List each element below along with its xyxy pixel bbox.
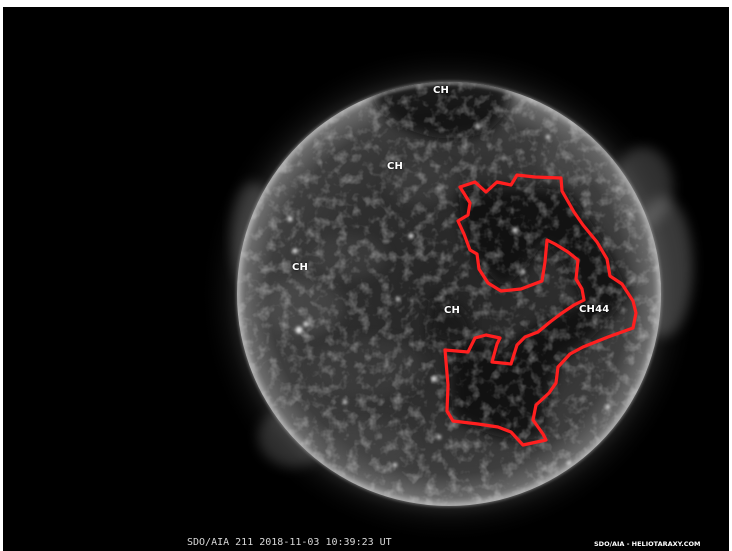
solar-image-frame: CH CH CH CH CH44 SDO/AIA 211 2018-11-03 … [3,7,729,551]
ch-label-north: CH [433,85,450,96]
disk-surface-texture [237,82,661,506]
ch44-boundary-outline [443,173,638,447]
ch-label-west: CH [292,262,309,273]
ch-label-center: CH [444,305,461,316]
observation-caption: SDO/AIA 211 2018-11-03 10:39:23 UT [187,537,392,548]
image-credit: SDO/AIA - HELIOTARAXY.COM [594,540,701,548]
sun-disk-image [197,42,701,546]
ch44-label: CH44 [579,304,610,315]
ch-label-center-upper: CH [387,161,404,172]
